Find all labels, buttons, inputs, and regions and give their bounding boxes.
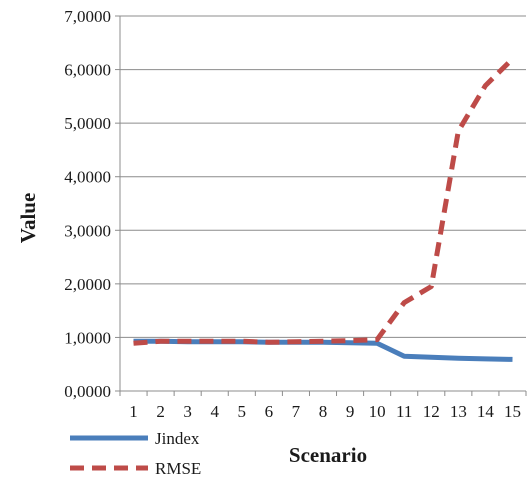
axes: [119, 16, 526, 392]
x-tick-label: 14: [477, 402, 495, 421]
y-tick-label: 6,0000: [64, 61, 111, 80]
x-tick-labels: 1 2 3 4 5 6 7 8 9 10 11 12 13 14 15: [119, 391, 527, 421]
series-lines: [133, 57, 515, 362]
series-line-rmse: [133, 57, 515, 346]
y-tick-label: 3,0000: [64, 221, 111, 240]
x-tick-label: 9: [346, 402, 355, 421]
series-line-jindex: [133, 338, 513, 362]
x-tick-label: 6: [265, 402, 274, 421]
y-tick-label: 4,0000: [64, 168, 111, 187]
x-tick-label: 11: [396, 402, 412, 421]
x-tick-label: 4: [210, 402, 219, 421]
x-tick-label: 7: [292, 402, 301, 421]
y-axis-title: Value: [16, 193, 40, 244]
x-tick-label: 5: [238, 402, 247, 421]
x-tick-label: 10: [369, 402, 386, 421]
y-tick-label: 5,0000: [64, 114, 111, 133]
x-tick-label: 8: [319, 402, 328, 421]
y-tick-label: 0,0000: [64, 382, 111, 401]
y-tick-label: 1,0000: [64, 328, 111, 347]
legend-label-jindex: Jindex: [155, 429, 200, 448]
x-tick-label: 3: [183, 402, 192, 421]
legend-label-rmse: RMSE: [155, 459, 201, 478]
y-tick-label: 7,0000: [64, 7, 111, 26]
x-tick-label: 15: [504, 402, 521, 421]
y-tick-labels: 0,0000 1,0000 2,0000 3,0000 4,0000 5,0000 6,00…: [64, 7, 120, 401]
y-tick-label: 2,0000: [64, 275, 111, 294]
x-tick-label: 13: [450, 402, 467, 421]
legend: Jindex RMSE: [70, 429, 201, 478]
x-axis-title: Scenario: [289, 443, 367, 467]
gridlines: [120, 15, 526, 338]
x-tick-label: 12: [423, 402, 440, 421]
x-tick-label: 1: [129, 402, 138, 421]
x-tick-label: 2: [156, 402, 165, 421]
